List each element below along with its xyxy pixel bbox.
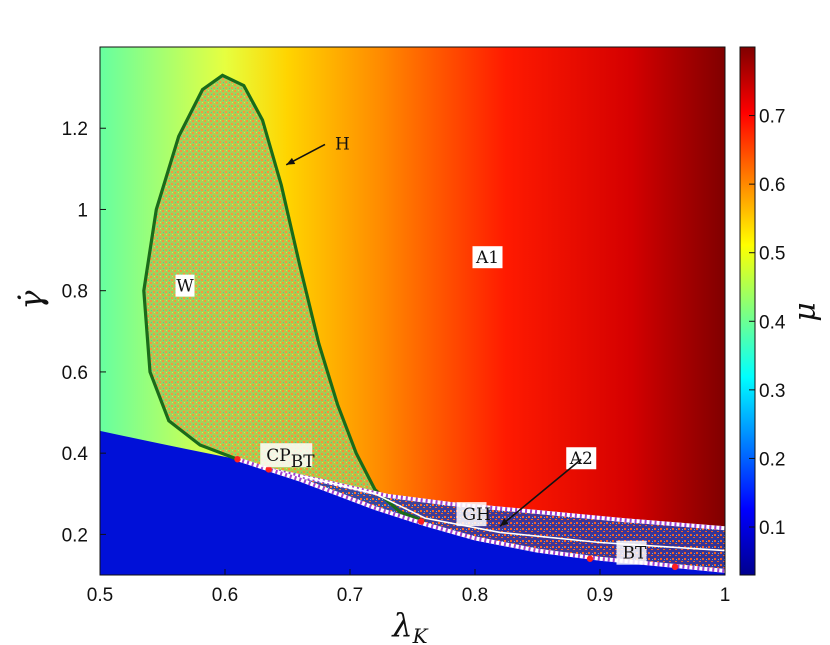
annotation-arrowhead: [286, 157, 296, 165]
y-tick-label: 0.6: [62, 363, 88, 384]
boundary-lower-dots: [236, 457, 725, 573]
y-tick-label: 0.2: [62, 525, 88, 546]
colorbar-tick-label: 0.5: [759, 244, 785, 265]
region-label-a1-box: [472, 246, 503, 269]
plot-frame: [99, 46, 726, 576]
bifurcation-point-gh: [418, 518, 425, 525]
bifurcation-point-cp: [234, 456, 241, 463]
annotation-bt: BT: [623, 544, 647, 564]
annotation-gh: GH: [463, 505, 491, 525]
colorbar-tick-label: 0.7: [759, 107, 785, 128]
y-axis-label: γ̇: [12, 290, 50, 310]
x-tick-label: 1: [720, 585, 731, 606]
colorbar-tick-label: 0.2: [759, 449, 785, 470]
x-tick-label: 0.5: [87, 585, 113, 606]
x-tick-label: 0.8: [462, 585, 488, 606]
boundary-upper-dots: [268, 467, 725, 531]
region-label-a2-box: [566, 447, 597, 470]
region-label-w-box: [175, 274, 195, 297]
colorbar-tick-label: 0.6: [759, 175, 785, 196]
colorbar-label: μ: [788, 302, 823, 322]
y-tick-label: 1: [77, 200, 88, 221]
y-tick-label: 1.2: [62, 119, 88, 140]
annotation-box: [616, 540, 647, 565]
x-tick-label: 0.6: [212, 585, 238, 606]
annotation-h: H: [335, 134, 350, 154]
bifurcation-point-4: [671, 563, 679, 571]
y-tick-label: 0.4: [62, 444, 89, 465]
annotation-box: [456, 502, 487, 527]
x-axis-label: λK: [390, 606, 428, 645]
x-tick-label: 0.9: [587, 585, 613, 606]
bifurcation-point-bt: [586, 555, 594, 562]
annotation-arrowhead: [500, 518, 509, 527]
x-tick-label: 0.7: [337, 585, 363, 606]
colorbar: [739, 46, 756, 576]
annotation-arrow: [499, 458, 582, 527]
w-region-fill: [143, 75, 426, 522]
colorbar-tick-label: 0.1: [759, 518, 785, 539]
region-label-w: W: [176, 277, 194, 297]
region-label-a1: A1: [475, 248, 499, 268]
colorbar-tick-label: 0.3: [759, 381, 785, 402]
colorbar-tick-label: 0.4: [759, 312, 786, 333]
annotation-box: [260, 443, 313, 468]
y-tick-label: 0.8: [62, 282, 88, 303]
hopf-curve: [142, 73, 426, 523]
bifurcation-point-bt: [265, 466, 272, 473]
